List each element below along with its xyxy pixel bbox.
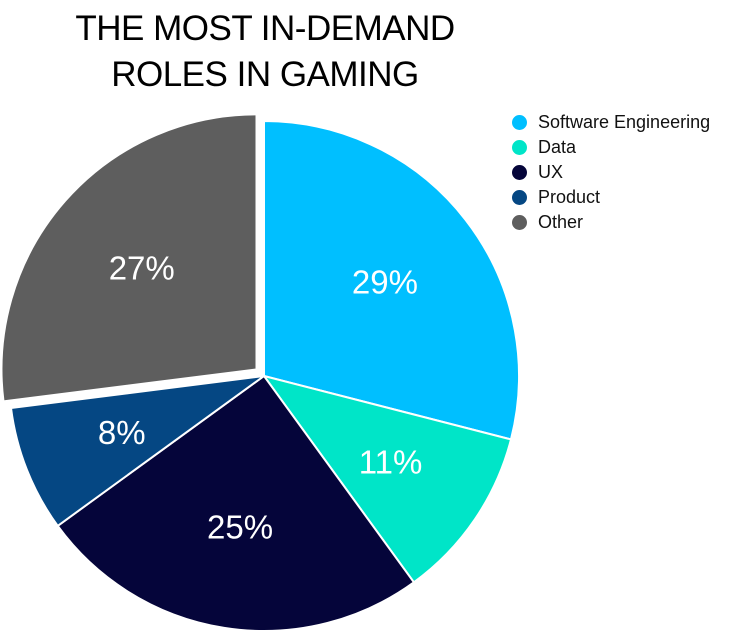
- legend-swatch: [512, 140, 527, 155]
- slice-value-label: 29%: [352, 264, 418, 301]
- legend-item-software-engineering: Software Engineering: [512, 110, 710, 135]
- pie-slice-product: [9, 375, 265, 528]
- chart-title: THE MOST IN-DEMAND ROLES IN GAMING: [0, 6, 530, 98]
- legend-item-product: Product: [512, 185, 710, 210]
- pie-slice-ux: [56, 374, 416, 632]
- pie-slice-other: [0, 113, 258, 403]
- legend-item-data: Data: [512, 135, 710, 160]
- legend-label: Other: [538, 212, 584, 232]
- pie-slice-software-engineering: [263, 119, 520, 441]
- legend-label: Data: [538, 137, 577, 157]
- legend-item-other: Other: [512, 210, 710, 235]
- pie-slice-data: [261, 374, 513, 584]
- slice-value-label: 11%: [359, 443, 423, 480]
- legend: Software Engineering Data UX Product Oth…: [512, 110, 710, 235]
- legend-swatch: [512, 165, 527, 180]
- chart-title-line-2: ROLES IN GAMING: [111, 55, 419, 94]
- legend-label: Software Engineering: [538, 112, 711, 132]
- legend-swatch: [512, 115, 527, 130]
- legend-label: UX: [538, 162, 564, 182]
- legend-item-ux: UX: [512, 160, 710, 185]
- legend-label: Product: [538, 187, 601, 207]
- slice-value-label: 8%: [98, 414, 146, 451]
- legend-swatch: [512, 215, 527, 230]
- legend-swatch: [512, 190, 527, 205]
- chart-title-line-1: THE MOST IN-DEMAND: [75, 9, 455, 48]
- slice-value-label: 25%: [207, 509, 273, 546]
- slice-value-label: 27%: [109, 250, 175, 287]
